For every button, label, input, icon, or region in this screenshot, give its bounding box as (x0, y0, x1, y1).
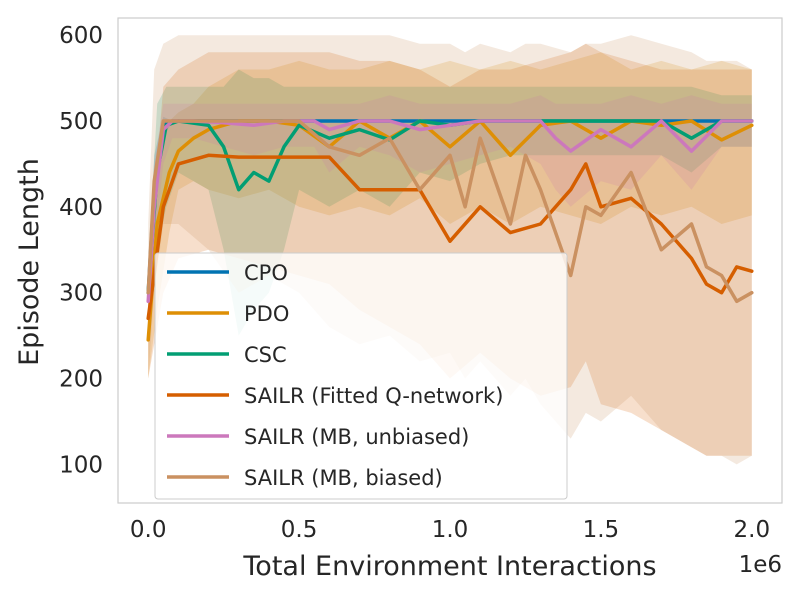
line-csc (146, 119, 754, 295)
legend-label: CPO (244, 261, 288, 285)
x-tick-label: 1.5 (583, 517, 620, 543)
legend-label: SAILR (Fitted Q-network) (244, 384, 503, 408)
legend-box (154, 252, 568, 500)
y-tick-label: 400 (59, 195, 103, 221)
x-tick-label: 2.0 (734, 517, 771, 543)
plot-frame (117, 17, 783, 504)
x-tick-label: 0.5 (281, 517, 318, 543)
y-tick-label: 200 (59, 367, 103, 393)
legend-label: SAILR (MB, unbiased) (244, 425, 469, 449)
y-axis-label: Episode Length (14, 158, 45, 366)
x-tick-label: 1.0 (432, 517, 469, 543)
confidence-bands (148, 35, 752, 465)
band-sailr-fitted-q-network (148, 43, 752, 456)
x-axis-ticks: 0.0 0.5 1.0 1.5 2.0 (130, 517, 770, 543)
band-sailr-mb-biased (148, 35, 752, 465)
band-csc (148, 69, 752, 336)
legend-label: PDO (244, 302, 289, 326)
y-tick-label: 100 (59, 452, 103, 478)
y-axis-ticks: 100 200 300 400 500 600 (59, 23, 103, 478)
line-sailr-fitted-q-network (146, 153, 754, 321)
band-sailr-mb-unbiased (148, 95, 752, 327)
y-tick-label: 500 (59, 109, 103, 135)
band-pdo (148, 52, 752, 379)
line-sailr-mb-biased (146, 119, 754, 304)
legend-label: CSC (244, 343, 287, 367)
y-tick-label: 600 (59, 23, 103, 49)
x-axis-label: Total Environment Interactions (242, 551, 656, 582)
legend-label: SAILR (MB, biased) (244, 466, 443, 490)
x-axis-offset-label: 1e6 (739, 552, 782, 578)
x-tick-label: 0.0 (130, 517, 167, 543)
series-lines (146, 119, 754, 342)
legend: CPO PDO CSC SAILR (Fitted Q-network) SAILR (… (154, 252, 568, 500)
y-tick-label: 300 (59, 281, 103, 307)
